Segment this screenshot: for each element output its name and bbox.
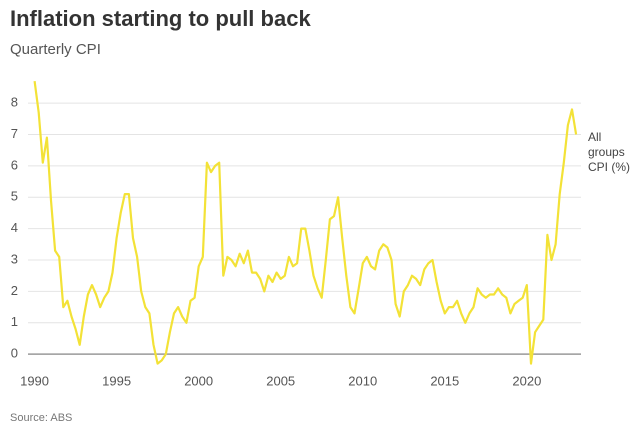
y-tick-label: 5 [11,189,18,204]
y-tick-label: 7 [11,126,18,141]
y-tick-label: 0 [11,346,18,361]
x-tick-label: 2020 [512,373,541,388]
y-tick-label: 6 [11,157,18,172]
y-tick-label: 4 [11,220,18,235]
x-tick-label: 2000 [184,373,213,388]
x-tick-label: 2010 [348,373,377,388]
x-tick-label: 2005 [266,373,295,388]
series-label: All groups CPI (%) [588,130,630,174]
x-tick-label: 2015 [430,373,459,388]
y-tick-label: 3 [11,251,18,266]
y-tick-label: 1 [11,314,18,329]
source: Source: ABS [10,412,72,424]
chart-subtitle: Quarterly CPI [10,41,101,58]
y-tick-label: 2 [11,283,18,298]
chart-title: Inflation starting to pull back [10,6,311,31]
line [33,80,578,365]
y-tick-label: 8 [11,95,18,110]
x-tick-label: 1990 [20,373,49,388]
x-tick-label: 1995 [102,373,131,388]
